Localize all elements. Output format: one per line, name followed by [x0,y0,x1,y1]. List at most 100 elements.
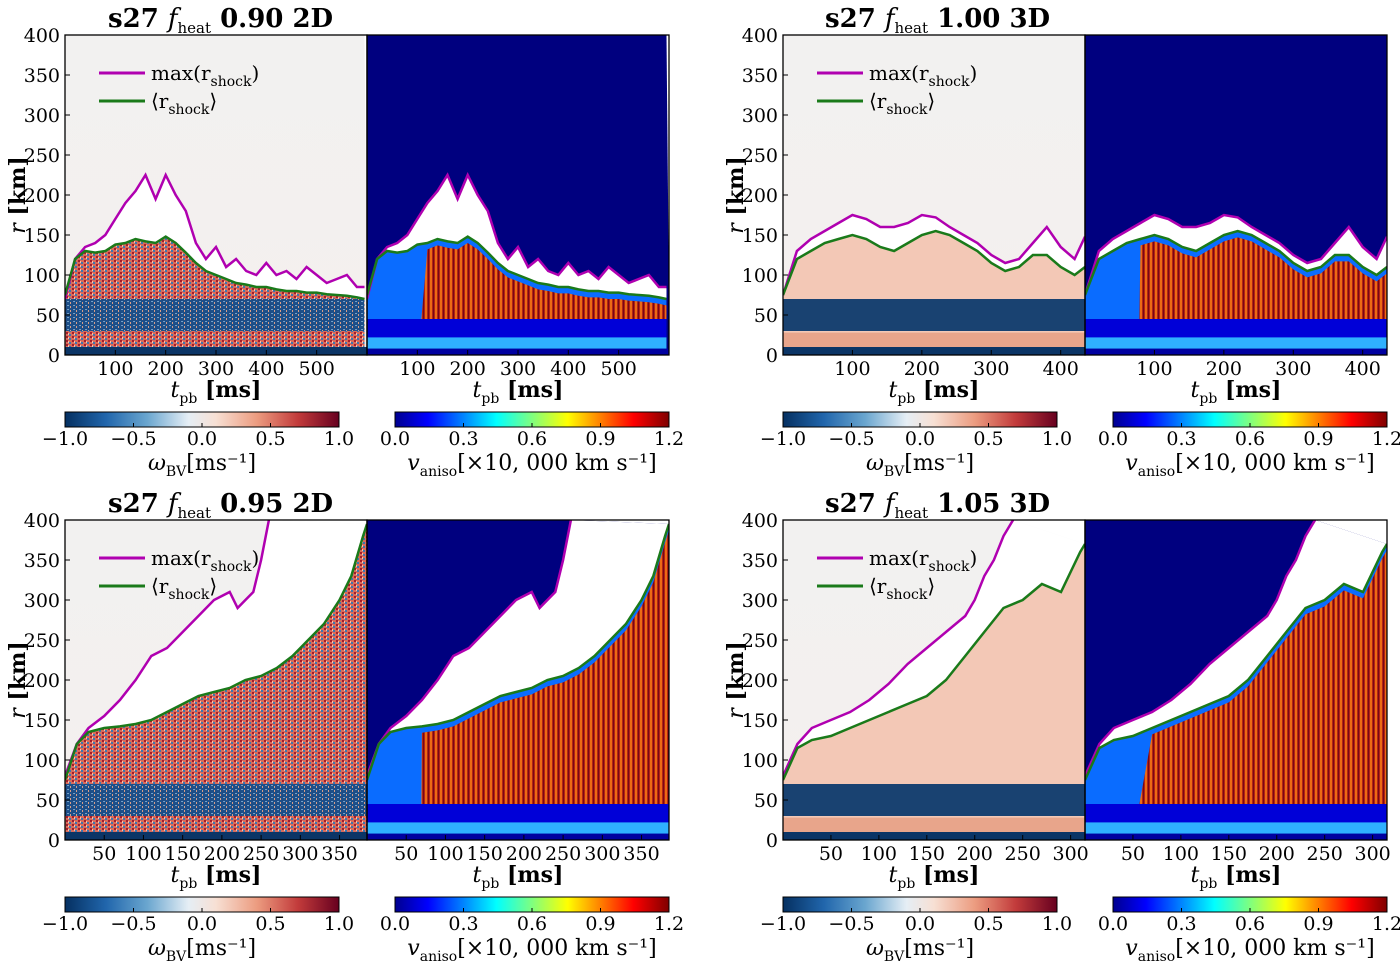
legend-label: max(rshock) [151,546,259,575]
colorbar-tick-label: 0.9 [585,913,615,935]
x-tick-label: 100 [861,843,897,865]
colorbar-tick-label: 0.3 [448,428,478,450]
omega-bv-map [65,520,367,840]
colorbar-tick-label: 0.6 [1235,913,1265,935]
colorbar-tick-label: 0.0 [380,913,410,935]
x-tick-label: 500 [601,358,637,380]
inner-red-band [65,817,367,832]
low-aniso-band [367,319,667,339]
x-tick-label: 300 [282,843,318,865]
low-aniso-band [367,804,669,824]
max-r-shock-line [783,520,1015,777]
v-aniso-map [367,35,669,355]
exploding-white-region [1013,520,1085,544]
x-tick-label: 400 [248,358,284,380]
x-tick-label: 200 [148,358,184,380]
colorbar-tick-label: 0.0 [905,428,935,450]
panel-title: s27 fheat 1.00 3D [825,4,1050,37]
colorbar-tick-label: 0.5 [973,428,1003,450]
legend-label: max(rshock) [151,61,259,90]
max-r-shock-line [65,172,365,300]
core-band [783,832,1085,840]
max-r-shock-line-right [1085,213,1387,296]
y-tick-label: 150 [24,225,60,247]
colorbar-tick-label: 0.6 [517,428,547,450]
colorbar-tick-label: −0.5 [828,428,874,450]
x-tick-label: 150 [909,843,945,865]
panel-title: s27 fheat 0.90 2D [108,4,333,37]
y-tick-label: 350 [24,550,60,572]
mean-r-shock-line-right [367,235,667,301]
x-tick-label: 100 [399,358,435,380]
y-tick-label: 100 [742,265,778,287]
panel-3: s27 fheat 0.95 2D05010015020025030035040… [5,489,684,965]
x-axis-label: tpb [ms] [889,377,980,407]
high-aniso-region [421,530,669,804]
x-tick-label: 300 [973,358,1009,380]
y-tick-label: 150 [742,710,778,732]
shock-gap-region [783,215,1085,295]
colorbar-label: vaniso[×10, 000 km s⁻¹] [407,936,656,965]
x-tick-label: 500 [299,358,335,380]
x-axis-label: tpb [ms] [1191,377,1282,407]
max-r-shock-line-right [367,172,667,300]
colorbar-tick-label: 1.0 [324,428,354,450]
x-tick-label: 150 [165,843,201,865]
post-shock-region [65,524,367,840]
y-tick-label: 300 [24,590,60,612]
x-tick-label: 300 [584,843,620,865]
colorbar-tick-label: 0.0 [380,428,410,450]
colorbar-tick-label: 0.0 [905,913,935,935]
shock-gap-region-right [367,175,667,299]
colorbar-tick-label: 0.9 [1303,428,1333,450]
colorbar-label: ωBV[ms⁻¹] [866,936,974,965]
colorbar-tick-label: 0.5 [255,428,285,450]
right-frame [1084,34,1388,356]
colorbar-tick-label: −0.5 [828,913,874,935]
core-band [65,832,367,840]
y-tick-label: 350 [742,65,778,87]
colorbar-tick-label: 0.5 [255,913,285,935]
y-tick-label: 50 [36,790,60,812]
panel-title: s27 fheat 0.95 2D [108,489,333,522]
convective-blue-band [783,784,1085,816]
y-tick-label: 100 [742,750,778,772]
y-tick-label: 150 [742,225,778,247]
colorbar-tick-label: 1.0 [324,913,354,935]
convective-blue-band [65,299,365,331]
legend-label: ⟨rshock⟩ [869,89,935,118]
colorbar-tick-label: 1.0 [1042,913,1072,935]
y-tick-label: 400 [24,25,60,47]
inner-red-band [783,817,1085,832]
colorbar-tick-label: 0.0 [1098,428,1128,450]
inner-cyan-band [367,822,669,834]
colorbar-tick-label: 0.6 [517,913,547,935]
x-tick-label: 200 [450,358,486,380]
y-tick-label: 50 [754,790,778,812]
colorbar-tick-label: 1.0 [1042,428,1072,450]
shock-gap-region [65,175,365,299]
y-axis-label: r [km] [5,641,31,719]
y-tick-label: 400 [742,25,778,47]
shock-gap-region-right [1085,520,1387,780]
legend-label: max(rshock) [869,61,977,90]
mean-r-shock-line-right [1085,229,1387,296]
y-tick-label: 0 [48,830,60,852]
y-tick-label: 350 [742,550,778,572]
x-tick-label: 250 [1005,843,1041,865]
y-tick-label: 300 [742,105,778,127]
x-axis-label: tpb [ms] [889,862,980,892]
omega-bv-map [783,520,1085,840]
y-tick-label: 50 [36,305,60,327]
y-tick-label: 200 [742,670,778,692]
y-tick-label: 0 [48,345,60,367]
panel-title: s27 fheat 1.05 3D [825,489,1050,522]
x-tick-label: 50 [394,843,418,865]
x-tick-label: 50 [1121,843,1145,865]
y-tick-label: 400 [742,510,778,532]
max-r-shock-line-right [367,520,573,777]
y-axis-label: r [km] [5,156,31,234]
x-tick-label: 200 [904,358,940,380]
x-tick-label: 400 [550,358,586,380]
